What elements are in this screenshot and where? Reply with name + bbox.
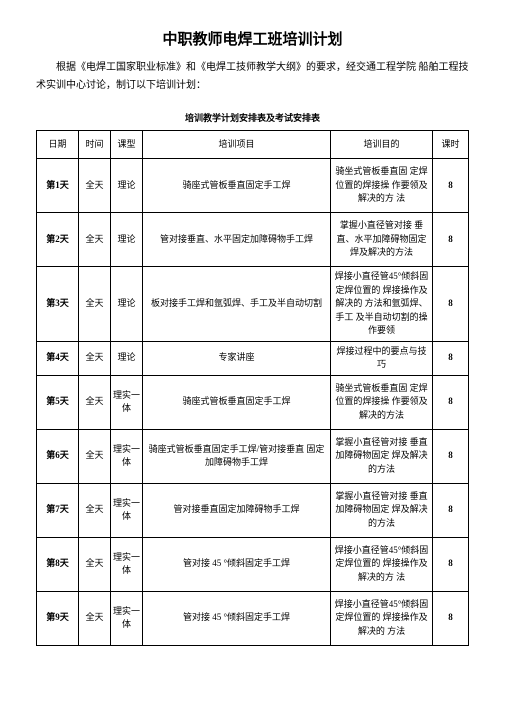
- cell-type: 理实一体: [111, 429, 143, 483]
- cell-date: 第9天: [37, 591, 79, 645]
- table-body: 第1天 全天 理论 骑座式管板垂直固定手工焊 骑坐式管板垂直固 定焊位置的焊接操…: [37, 159, 469, 646]
- cell-hours: 8: [433, 341, 469, 375]
- cell-project: 骑座式管板垂直固定手工焊: [143, 375, 331, 429]
- cell-time: 全天: [79, 267, 111, 342]
- cell-date: 第3天: [37, 267, 79, 342]
- cell-type: 理实一体: [111, 483, 143, 537]
- cell-hours: 8: [433, 267, 469, 342]
- training-schedule-table: 日期 时间 课型 培训项目 培训目的 课时 第1天 全天 理论 骑座式管板垂直固…: [36, 130, 469, 646]
- cell-date: 第8天: [37, 537, 79, 591]
- cell-type: 理实一体: [111, 591, 143, 645]
- col-header-goal: 培训目的: [331, 131, 433, 159]
- cell-type: 理实一体: [111, 375, 143, 429]
- cell-type: 理论: [111, 213, 143, 267]
- table-row: 第7天 全天 理实一体 管对接垂直固定加障碍物手工焊 掌握小直径管对接 垂直加障…: [37, 483, 469, 537]
- cell-date: 第1天: [37, 159, 79, 213]
- intro-paragraph: 根据《电焊工国家职业标准》和《电焊工技师教学大纲》的要求，经交通工程学院 船舶工…: [36, 59, 469, 95]
- cell-project: 管对接 45 °倾斜固定手工焊: [143, 537, 331, 591]
- cell-hours: 8: [433, 483, 469, 537]
- cell-project: 管对接垂直、水平固定加障碍物手工焊: [143, 213, 331, 267]
- table-row: 第6天 全天 理实一体 骑座式管板垂直固定手工焊/管对接垂直 固定加障碍物手工焊…: [37, 429, 469, 483]
- cell-time: 全天: [79, 341, 111, 375]
- table-header-row: 日期 时间 课型 培训项目 培训目的 课时: [37, 131, 469, 159]
- table-row: 第5天 全天 理实一体 骑座式管板垂直固定手工焊 骑坐式管板垂直固 定焊位置的焊…: [37, 375, 469, 429]
- cell-goal: 焊接小直径管45°倾斜固定焊位置的 焊接操作及解决的方 法: [331, 537, 433, 591]
- table-row: 第1天 全天 理论 骑座式管板垂直固定手工焊 骑坐式管板垂直固 定焊位置的焊接操…: [37, 159, 469, 213]
- cell-date: 第5天: [37, 375, 79, 429]
- cell-date: 第7天: [37, 483, 79, 537]
- col-header-hours: 课时: [433, 131, 469, 159]
- cell-project: 骑座式管板垂直固定手工焊/管对接垂直 固定加障碍物手工焊: [143, 429, 331, 483]
- cell-hours: 8: [433, 159, 469, 213]
- cell-goal: 焊接小直径管45°倾斜固定焊位置的 焊接操作及解决的 方法和氩弧焊、手工 及半自…: [331, 267, 433, 342]
- col-header-date: 日期: [37, 131, 79, 159]
- cell-goal: 掌握小直径管对接 垂直、水平加障碍物固定焊及解决的方法: [331, 213, 433, 267]
- cell-hours: 8: [433, 537, 469, 591]
- cell-project: 骑座式管板垂直固定手工焊: [143, 159, 331, 213]
- cell-goal: 掌握小直径管对接 垂直加障碍物固定 焊及解决的方法: [331, 483, 433, 537]
- cell-project: 管对接 45 °倾斜固定手工焊: [143, 591, 331, 645]
- table-row: 第9天 全天 理实一体 管对接 45 °倾斜固定手工焊 焊接小直径管45°倾斜固…: [37, 591, 469, 645]
- cell-time: 全天: [79, 159, 111, 213]
- cell-time: 全天: [79, 429, 111, 483]
- table-row: 第3天 全天 理论 板对接手工焊和氩弧焊、手工及半自动切割 焊接小直径管45°倾…: [37, 267, 469, 342]
- cell-project: 管对接垂直固定加障碍物手工焊: [143, 483, 331, 537]
- cell-goal: 骑坐式管板垂直固 定焊位置的焊接操 作要领及解决的方法: [331, 375, 433, 429]
- table-row: 第8天 全天 理实一体 管对接 45 °倾斜固定手工焊 焊接小直径管45°倾斜固…: [37, 537, 469, 591]
- cell-hours: 8: [433, 591, 469, 645]
- cell-hours: 8: [433, 429, 469, 483]
- cell-date: 第6天: [37, 429, 79, 483]
- cell-time: 全天: [79, 591, 111, 645]
- table-subtitle: 培训教学计划安排表及考试安排表: [36, 111, 469, 124]
- cell-type: 理实一体: [111, 537, 143, 591]
- cell-hours: 8: [433, 375, 469, 429]
- cell-project: 板对接手工焊和氩弧焊、手工及半自动切割: [143, 267, 331, 342]
- cell-goal: 焊接过程中的要点与技巧: [331, 341, 433, 375]
- cell-type: 理论: [111, 159, 143, 213]
- cell-time: 全天: [79, 537, 111, 591]
- col-header-time: 时间: [79, 131, 111, 159]
- col-header-project: 培训项目: [143, 131, 331, 159]
- page-title: 中职教师电焊工班培训计划: [36, 28, 469, 49]
- cell-date: 第2天: [37, 213, 79, 267]
- cell-type: 理论: [111, 341, 143, 375]
- cell-project: 专家讲座: [143, 341, 331, 375]
- cell-time: 全天: [79, 213, 111, 267]
- table-row: 第2天 全天 理论 管对接垂直、水平固定加障碍物手工焊 掌握小直径管对接 垂直、…: [37, 213, 469, 267]
- cell-time: 全天: [79, 483, 111, 537]
- cell-time: 全天: [79, 375, 111, 429]
- cell-type: 理论: [111, 267, 143, 342]
- cell-date: 第4天: [37, 341, 79, 375]
- cell-goal: 骑坐式管板垂直固 定焊位置的焊接操 作要领及解决的方 法: [331, 159, 433, 213]
- col-header-type: 课型: [111, 131, 143, 159]
- table-row: 第4天 全天 理论 专家讲座 焊接过程中的要点与技巧 8: [37, 341, 469, 375]
- cell-hours: 8: [433, 213, 469, 267]
- cell-goal: 掌握小直径管对接 垂直加障碍物固定 焊及解决的方法: [331, 429, 433, 483]
- cell-goal: 焊接小直径管45°倾斜固定焊位置的 焊接操作及解决的 方法: [331, 591, 433, 645]
